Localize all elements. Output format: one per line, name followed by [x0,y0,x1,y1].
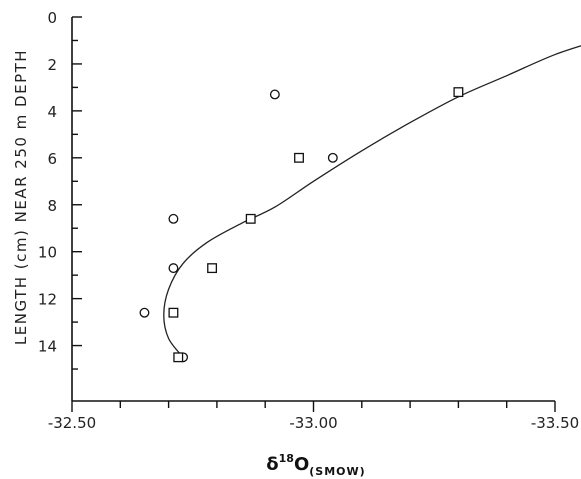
x-axis-title-sup: 18 [279,452,294,465]
square-point [168,307,179,318]
circle-point [168,213,179,224]
square-point [173,352,184,363]
circle-point [269,89,280,100]
axes: 0 2 4 6 8 10 12 14 -32.50 -33.00 -33.50 [38,9,579,432]
y-tick-label: 6 [47,150,57,168]
y-tick-label: 14 [38,338,57,356]
x-axis-title-delta: δ [266,454,278,475]
circle-point [168,263,179,274]
x-tick-label: -32.50 [48,414,96,432]
square-point [207,263,218,274]
y-tick-label: 12 [38,291,57,309]
x-axis-title-sub: (SMOW) [309,465,365,478]
square-point [453,87,464,98]
square-point [245,213,256,224]
y-tick-label: 10 [38,244,57,262]
circle-point [139,307,150,318]
fit-curve [163,45,581,358]
y-tick-label: 2 [47,56,57,74]
marks [139,45,581,363]
x-tick-label: -33.00 [289,414,337,432]
circle-point [327,152,338,163]
y-tick-label: 8 [47,197,57,215]
square-point [294,152,304,163]
x-axis-title-o: O [294,454,309,475]
x-tick-label: -33.50 [531,414,579,432]
x-axis-title: δ18O(SMOW) [266,452,365,478]
y-tick-label: 4 [47,103,57,121]
y-axis-title: LENGTH (cm) NEAR 250 m DEPTH [12,49,30,345]
y-tick-label: 0 [47,9,57,27]
